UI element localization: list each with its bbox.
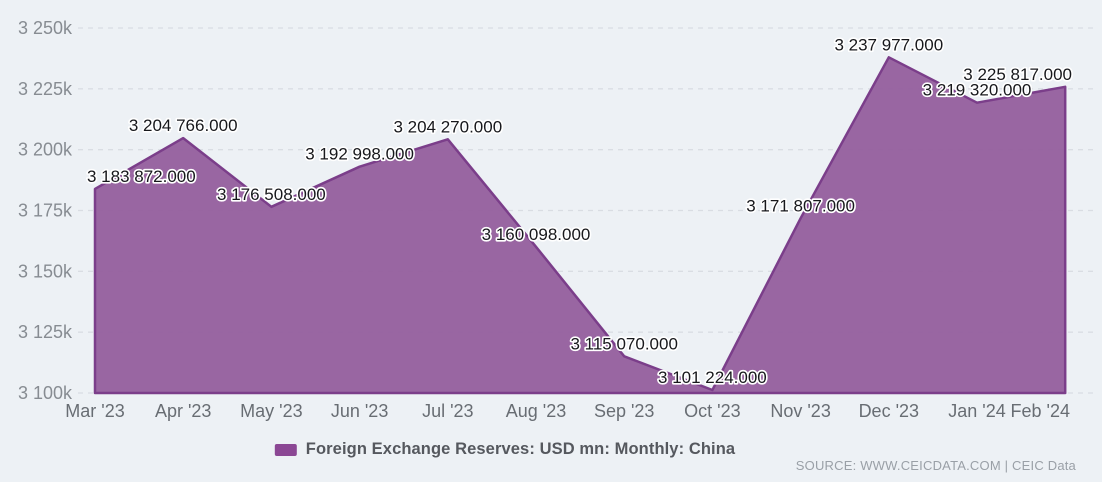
- data-point-label: 3 219 320.000: [923, 81, 1032, 100]
- data-point-label: 3 204 766.000: [129, 116, 238, 135]
- x-axis-label: Oct '23: [684, 401, 740, 421]
- x-axis-label: Jul '23: [422, 401, 473, 421]
- data-point-label: 3 176 508.000: [217, 185, 326, 204]
- data-point-label: 3 183 872.000: [87, 167, 196, 186]
- y-axis-tick-label: 3 250k: [18, 18, 73, 38]
- x-axis-label: Mar '23: [65, 401, 124, 421]
- x-axis-label: Feb '24: [1011, 401, 1070, 421]
- x-axis-label: Sep '23: [594, 401, 655, 421]
- y-axis-tick-label: 3 200k: [18, 140, 73, 160]
- data-point-label: 3 204 270.000: [393, 117, 502, 136]
- y-axis-tick-label: 3 100k: [18, 383, 73, 403]
- area-chart[interactable]: 3 250k 3 225k 3 200k 3 175k 3 150k 3 125k 3 10…: [0, 0, 1102, 432]
- y-axis-tick-label: 3 175k: [18, 201, 73, 221]
- x-axis-label: Apr '23: [155, 401, 211, 421]
- series-area: [93, 56, 1067, 395]
- y-axis-tick-label: 3 125k: [18, 322, 73, 342]
- data-point-label: 3 237 977.000: [834, 35, 943, 54]
- data-point-label: 3 101 224.000: [658, 368, 767, 387]
- x-axis-label: May '23: [240, 401, 302, 421]
- x-axis-label: Jun '23: [331, 401, 388, 421]
- x-axis-label: Aug '23: [506, 401, 567, 421]
- source-attribution: SOURCE: WWW.CEICDATA.COM | CEIC Data: [795, 458, 1076, 473]
- data-point-label: 3 192 998.000: [305, 145, 414, 164]
- y-axis-tick-label: 3 225k: [18, 79, 73, 99]
- y-axis-tick-label: 3 150k: [18, 261, 73, 281]
- x-axis-label: Nov '23: [770, 401, 830, 421]
- x-axis-label: Dec '23: [859, 401, 919, 421]
- data-point-label: 3 115 070.000: [570, 334, 677, 353]
- x-axis-label: Jan '24: [948, 401, 1005, 421]
- legend-label: Foreign Exchange Reserves: USD mn: Month…: [305, 440, 736, 458]
- legend-swatch-icon: [274, 443, 297, 456]
- data-point-label: 3 160 098.000: [482, 225, 591, 244]
- data-point-label: 3 171 807.000: [746, 196, 855, 215]
- legend-item[interactable]: Foreign Exchange Reserves: USD mn: Month…: [274, 440, 736, 459]
- data-point-label: 3 225 817.000: [963, 65, 1072, 84]
